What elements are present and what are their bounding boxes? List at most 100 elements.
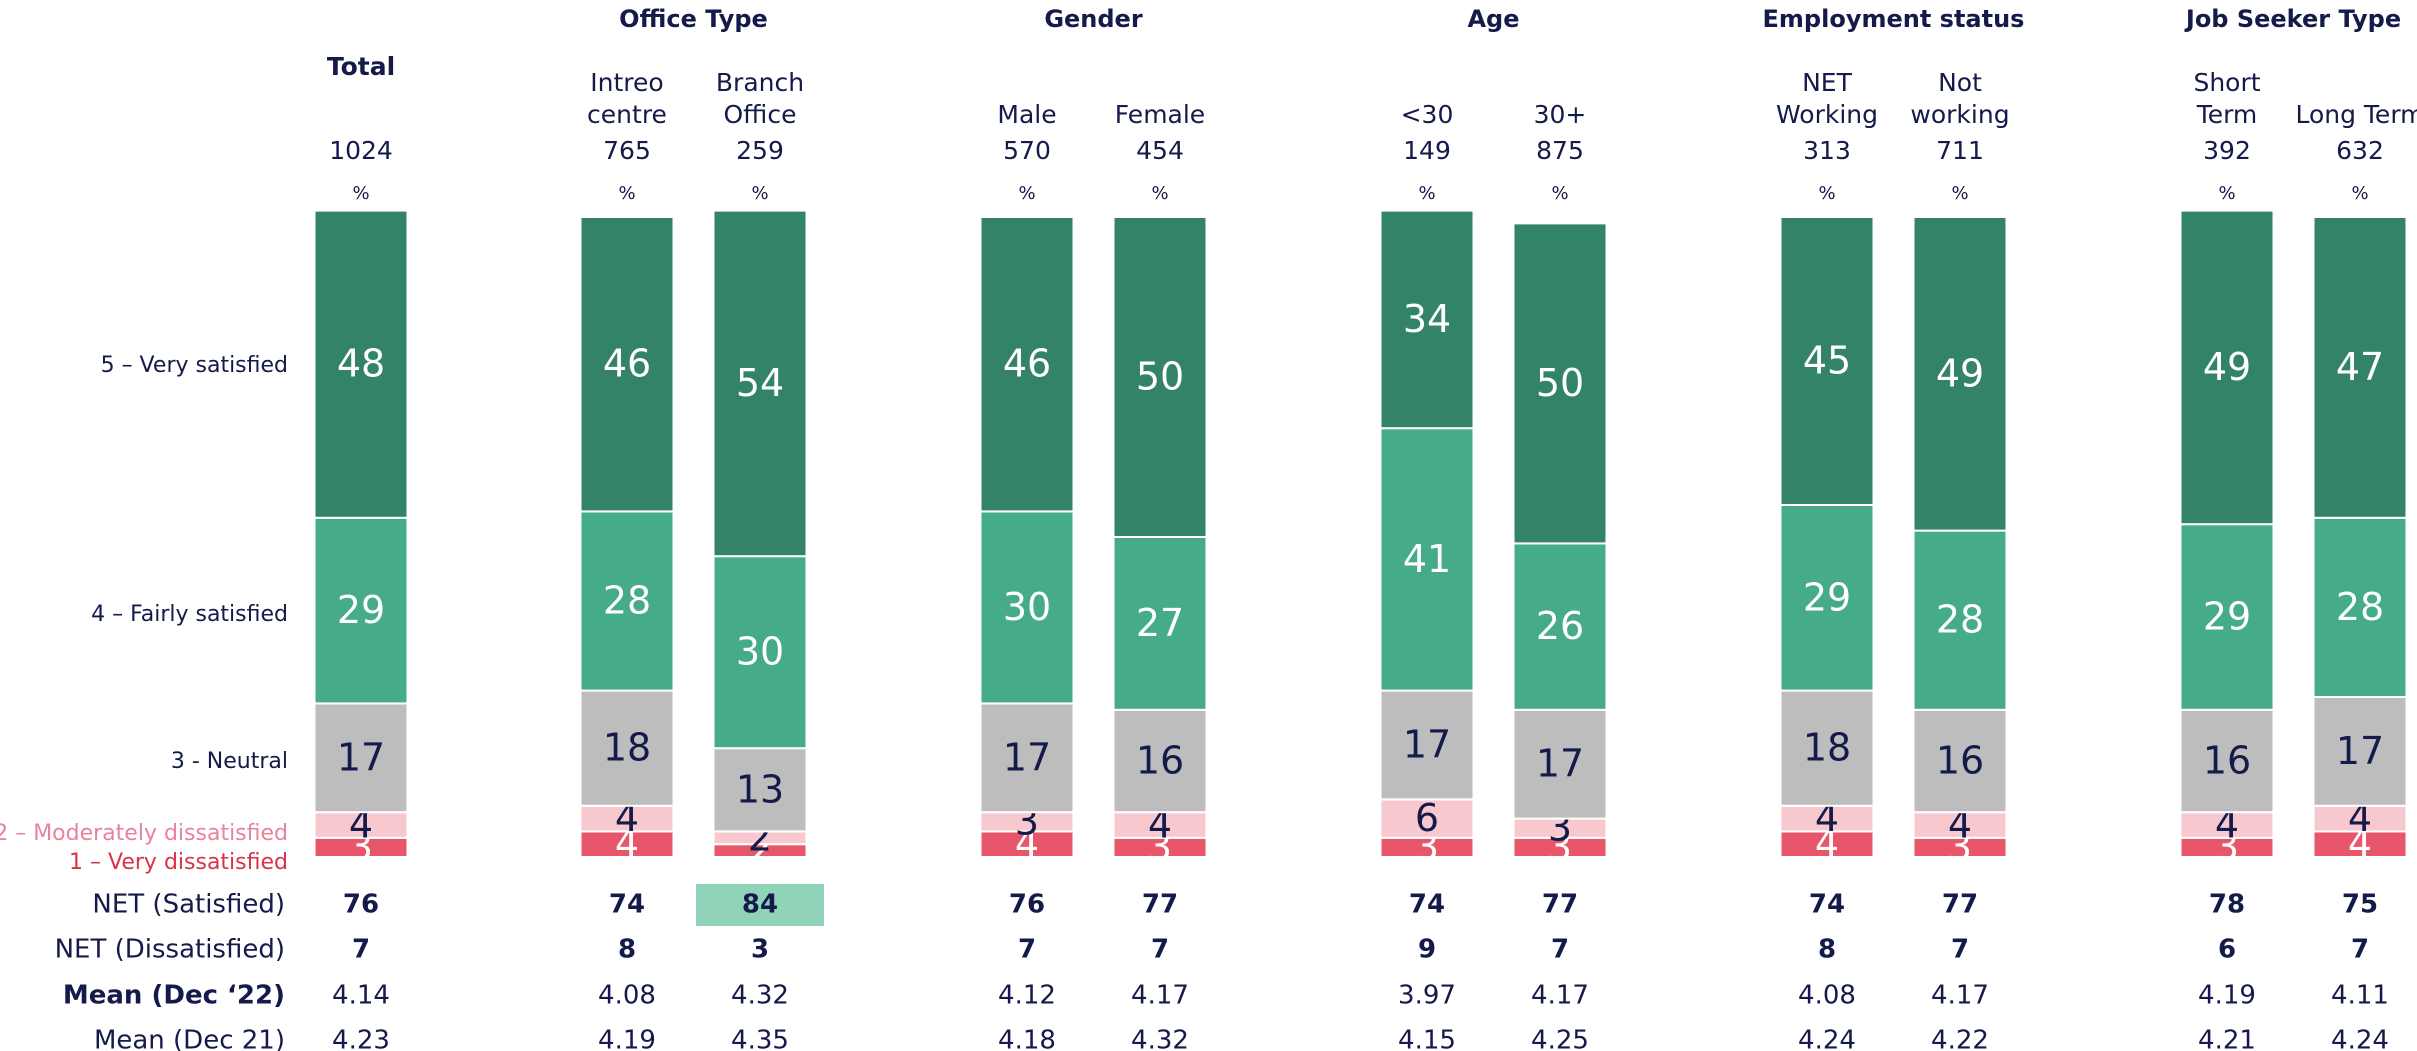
bar-segment <box>2179 209 2275 526</box>
row-value: 7 <box>1151 935 1169 965</box>
unit-label: % <box>751 183 768 204</box>
row-label: NET (Satisfied) <box>92 890 285 920</box>
bar-segment <box>2179 811 2275 839</box>
data-label: 50 <box>1136 355 1184 399</box>
data-label: 17 <box>2336 729 2384 773</box>
column-header: NET <box>1802 68 1852 97</box>
row-value: 4.08 <box>1798 981 1856 1011</box>
data-label: 16 <box>2203 739 2251 783</box>
unit-label: % <box>1951 183 1968 204</box>
row-label: Mean (Dec 21) <box>94 1026 285 1051</box>
row-value: 4.35 <box>731 1026 789 1051</box>
data-label: 46 <box>603 342 651 386</box>
bar-segment <box>1379 427 1475 692</box>
base-count: 149 <box>1403 136 1451 165</box>
column-header: Working <box>1776 100 1878 129</box>
group-title: Gender <box>1044 5 1143 33</box>
data-label: 45 <box>1803 339 1851 383</box>
bar-segment <box>1912 708 2008 814</box>
row-value: 77 <box>1142 890 1178 920</box>
data-label: 50 <box>1536 361 1584 405</box>
row-value: 8 <box>618 935 636 965</box>
data-label: 28 <box>1936 598 1984 642</box>
row-label: NET (Dissatisfied) <box>55 935 285 965</box>
series-label: 1 – Very dissatisfied <box>69 850 288 875</box>
row-value: 4.22 <box>1931 1026 1989 1051</box>
row-value: 7 <box>352 935 370 965</box>
data-label: 41 <box>1403 537 1451 581</box>
data-label: 27 <box>1136 601 1184 645</box>
bar-segment <box>2312 216 2408 519</box>
row-value: 4.17 <box>1931 981 1989 1011</box>
data-label: 18 <box>603 726 651 770</box>
column-header: <30 <box>1401 100 1454 129</box>
data-label: 29 <box>2203 595 2251 639</box>
data-label: 46 <box>1003 342 1051 386</box>
group-title: Age <box>1467 5 1519 33</box>
unit-label: % <box>1151 183 1168 204</box>
data-label: 16 <box>1136 739 1184 783</box>
unit-label: % <box>2351 183 2368 204</box>
row-label: Mean (Dec ‘22) <box>63 981 285 1011</box>
bar-segment <box>2179 523 2275 711</box>
bar-segment <box>1912 529 2008 711</box>
base-count: 1024 <box>329 136 393 165</box>
row-value: 4.19 <box>598 1026 656 1051</box>
bar-segment <box>712 209 808 558</box>
data-label: 30 <box>736 630 784 674</box>
bar-segment <box>1379 209 1475 430</box>
series-label: 5 – Very satisfied <box>101 353 288 378</box>
series-label: 3 - Neutral <box>171 749 288 774</box>
base-count: 259 <box>736 136 784 165</box>
data-label: 29 <box>337 588 385 632</box>
row-value: 78 <box>2209 890 2245 920</box>
row-value: 7 <box>1551 935 1569 965</box>
unit-label: % <box>352 183 369 204</box>
column-header: Male <box>997 100 1056 129</box>
bar-segment <box>1779 804 1875 833</box>
bar-segment <box>313 702 409 814</box>
row-value: 76 <box>343 890 379 920</box>
row-value: 4.17 <box>1131 981 1189 1011</box>
bar-segment <box>2312 516 2408 698</box>
row-value: 4.08 <box>598 981 656 1011</box>
row-value: 84 <box>742 890 778 920</box>
column-header: Total <box>327 52 395 81</box>
row-value: 74 <box>1809 890 1845 920</box>
base-count: 765 <box>603 136 651 165</box>
bar-segment <box>1512 542 1608 711</box>
bar-segment <box>979 216 1075 513</box>
row-value: 74 <box>1409 890 1445 920</box>
base-count: 313 <box>1803 136 1851 165</box>
data-label: 28 <box>603 579 651 623</box>
column-header: Short <box>2193 68 2260 97</box>
row-value: 4.23 <box>332 1026 390 1051</box>
data-label: 6 <box>1415 796 1439 840</box>
row-value: 4.11 <box>2331 981 2389 1011</box>
column-header: Term <box>2196 100 2258 129</box>
bar-segment <box>1379 798 1475 839</box>
row-value: 4.24 <box>1798 1026 1856 1051</box>
data-label: 29 <box>1803 575 1851 619</box>
data-label: 17 <box>337 735 385 779</box>
row-value: 75 <box>2342 890 2378 920</box>
column-header: working <box>1910 100 2009 129</box>
row-value: 8 <box>1818 935 1836 965</box>
bar-segment <box>1379 689 1475 801</box>
row-value: 6 <box>2218 935 2236 965</box>
row-value: 76 <box>1009 890 1045 920</box>
bar-segment <box>579 216 675 513</box>
data-label: 49 <box>2203 345 2251 389</box>
row-value: 4.14 <box>332 981 390 1011</box>
bar-segment <box>979 830 1075 859</box>
data-label: 17 <box>1003 735 1051 779</box>
column-header: Long Term <box>2295 100 2417 129</box>
data-label: 54 <box>736 361 784 405</box>
data-label: 49 <box>1936 351 1984 395</box>
row-value: 4.25 <box>1531 1026 1589 1051</box>
series-label: 4 – Fairly satisfied <box>91 602 288 627</box>
unit-label: % <box>1818 183 1835 204</box>
bar-segment <box>2312 830 2408 859</box>
column-header: Female <box>1115 100 1205 129</box>
